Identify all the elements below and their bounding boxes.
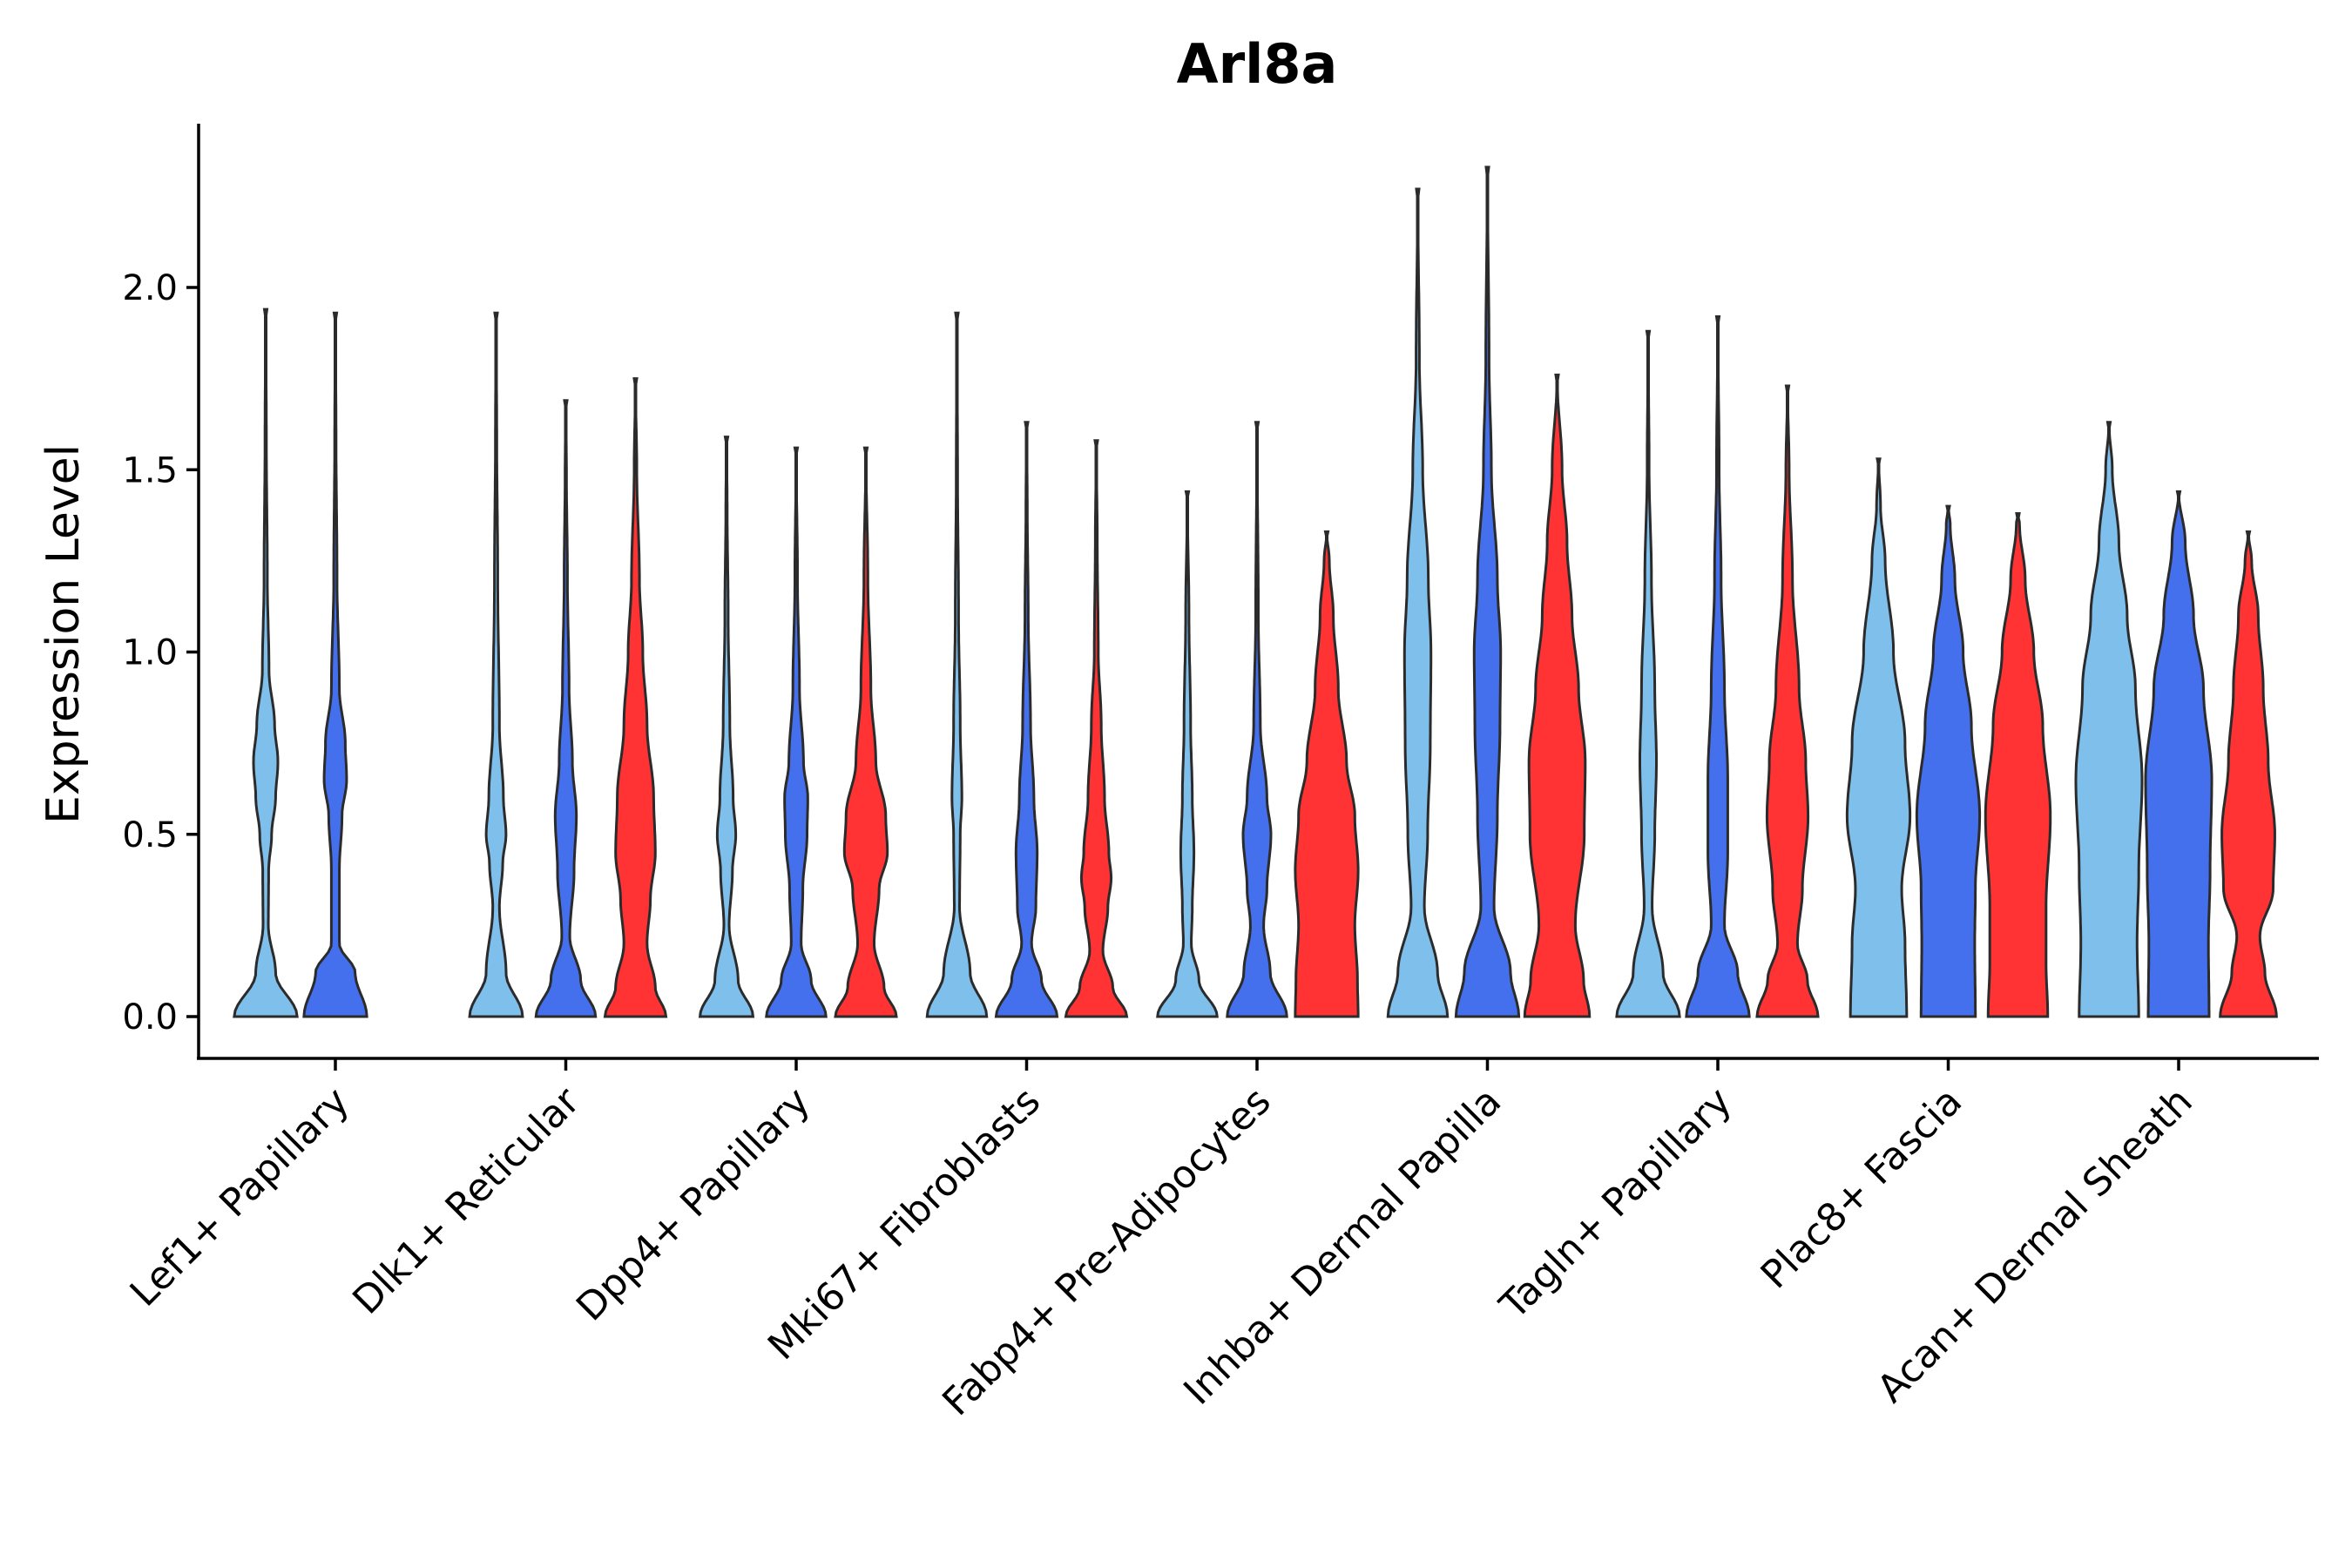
violin-4-3 [1064,439,1129,1018]
x-category-label: Tagln+ Papillary [1491,1079,1740,1328]
y-tick-label: 2.0 [122,268,178,308]
y-tick-label: 1.5 [122,450,178,490]
violin-7-2 [1685,315,1751,1018]
x-category-label: Dpp4+ Papillary [568,1079,819,1330]
violin-1-1 [233,308,299,1018]
x-category-label: Dlk1+ Reticular [344,1078,589,1323]
violin-9-2 [2144,490,2213,1018]
violin-1-2 [302,311,368,1018]
violin-9-3 [2219,530,2278,1018]
violin-4-1 [925,311,989,1018]
violin-3-1 [698,436,755,1018]
violin-8-3 [1984,512,2052,1018]
y-tick-label: 0.0 [122,997,178,1037]
x-category-label: Plac8+ Fascia [1753,1079,1971,1298]
violin-2-2 [534,399,598,1018]
y-tick-label: 1.0 [122,633,178,673]
violin-3-2 [765,446,828,1018]
violin-2-3 [603,377,668,1018]
violin-7-1 [1615,329,1681,1018]
violin-3-3 [834,446,898,1018]
y-axis-ticks: 0.0 0.5 1.0 1.5 2.0 [122,268,199,1037]
chart-title: Arl8a [1177,32,1338,96]
y-tick-label: 0.5 [122,815,178,855]
violin-9-1 [2074,421,2144,1018]
x-category-label: Lef1+ Papillary [122,1079,358,1315]
violin-4-2 [994,421,1059,1018]
violin-2-1 [468,311,524,1018]
violin-5-1 [1156,490,1219,1018]
violin-6-1 [1386,187,1450,1018]
violin-8-1 [1845,457,1912,1018]
y-axis-label: Expression Level [37,444,90,824]
violin-6-3 [1523,373,1592,1018]
violin-8-2 [1915,504,1982,1018]
violin-5-3 [1294,530,1360,1018]
violin-5-2 [1226,421,1288,1018]
violin-6-2 [1454,166,1521,1018]
violin-7-3 [1755,384,1820,1018]
violin-group [233,166,2278,1018]
